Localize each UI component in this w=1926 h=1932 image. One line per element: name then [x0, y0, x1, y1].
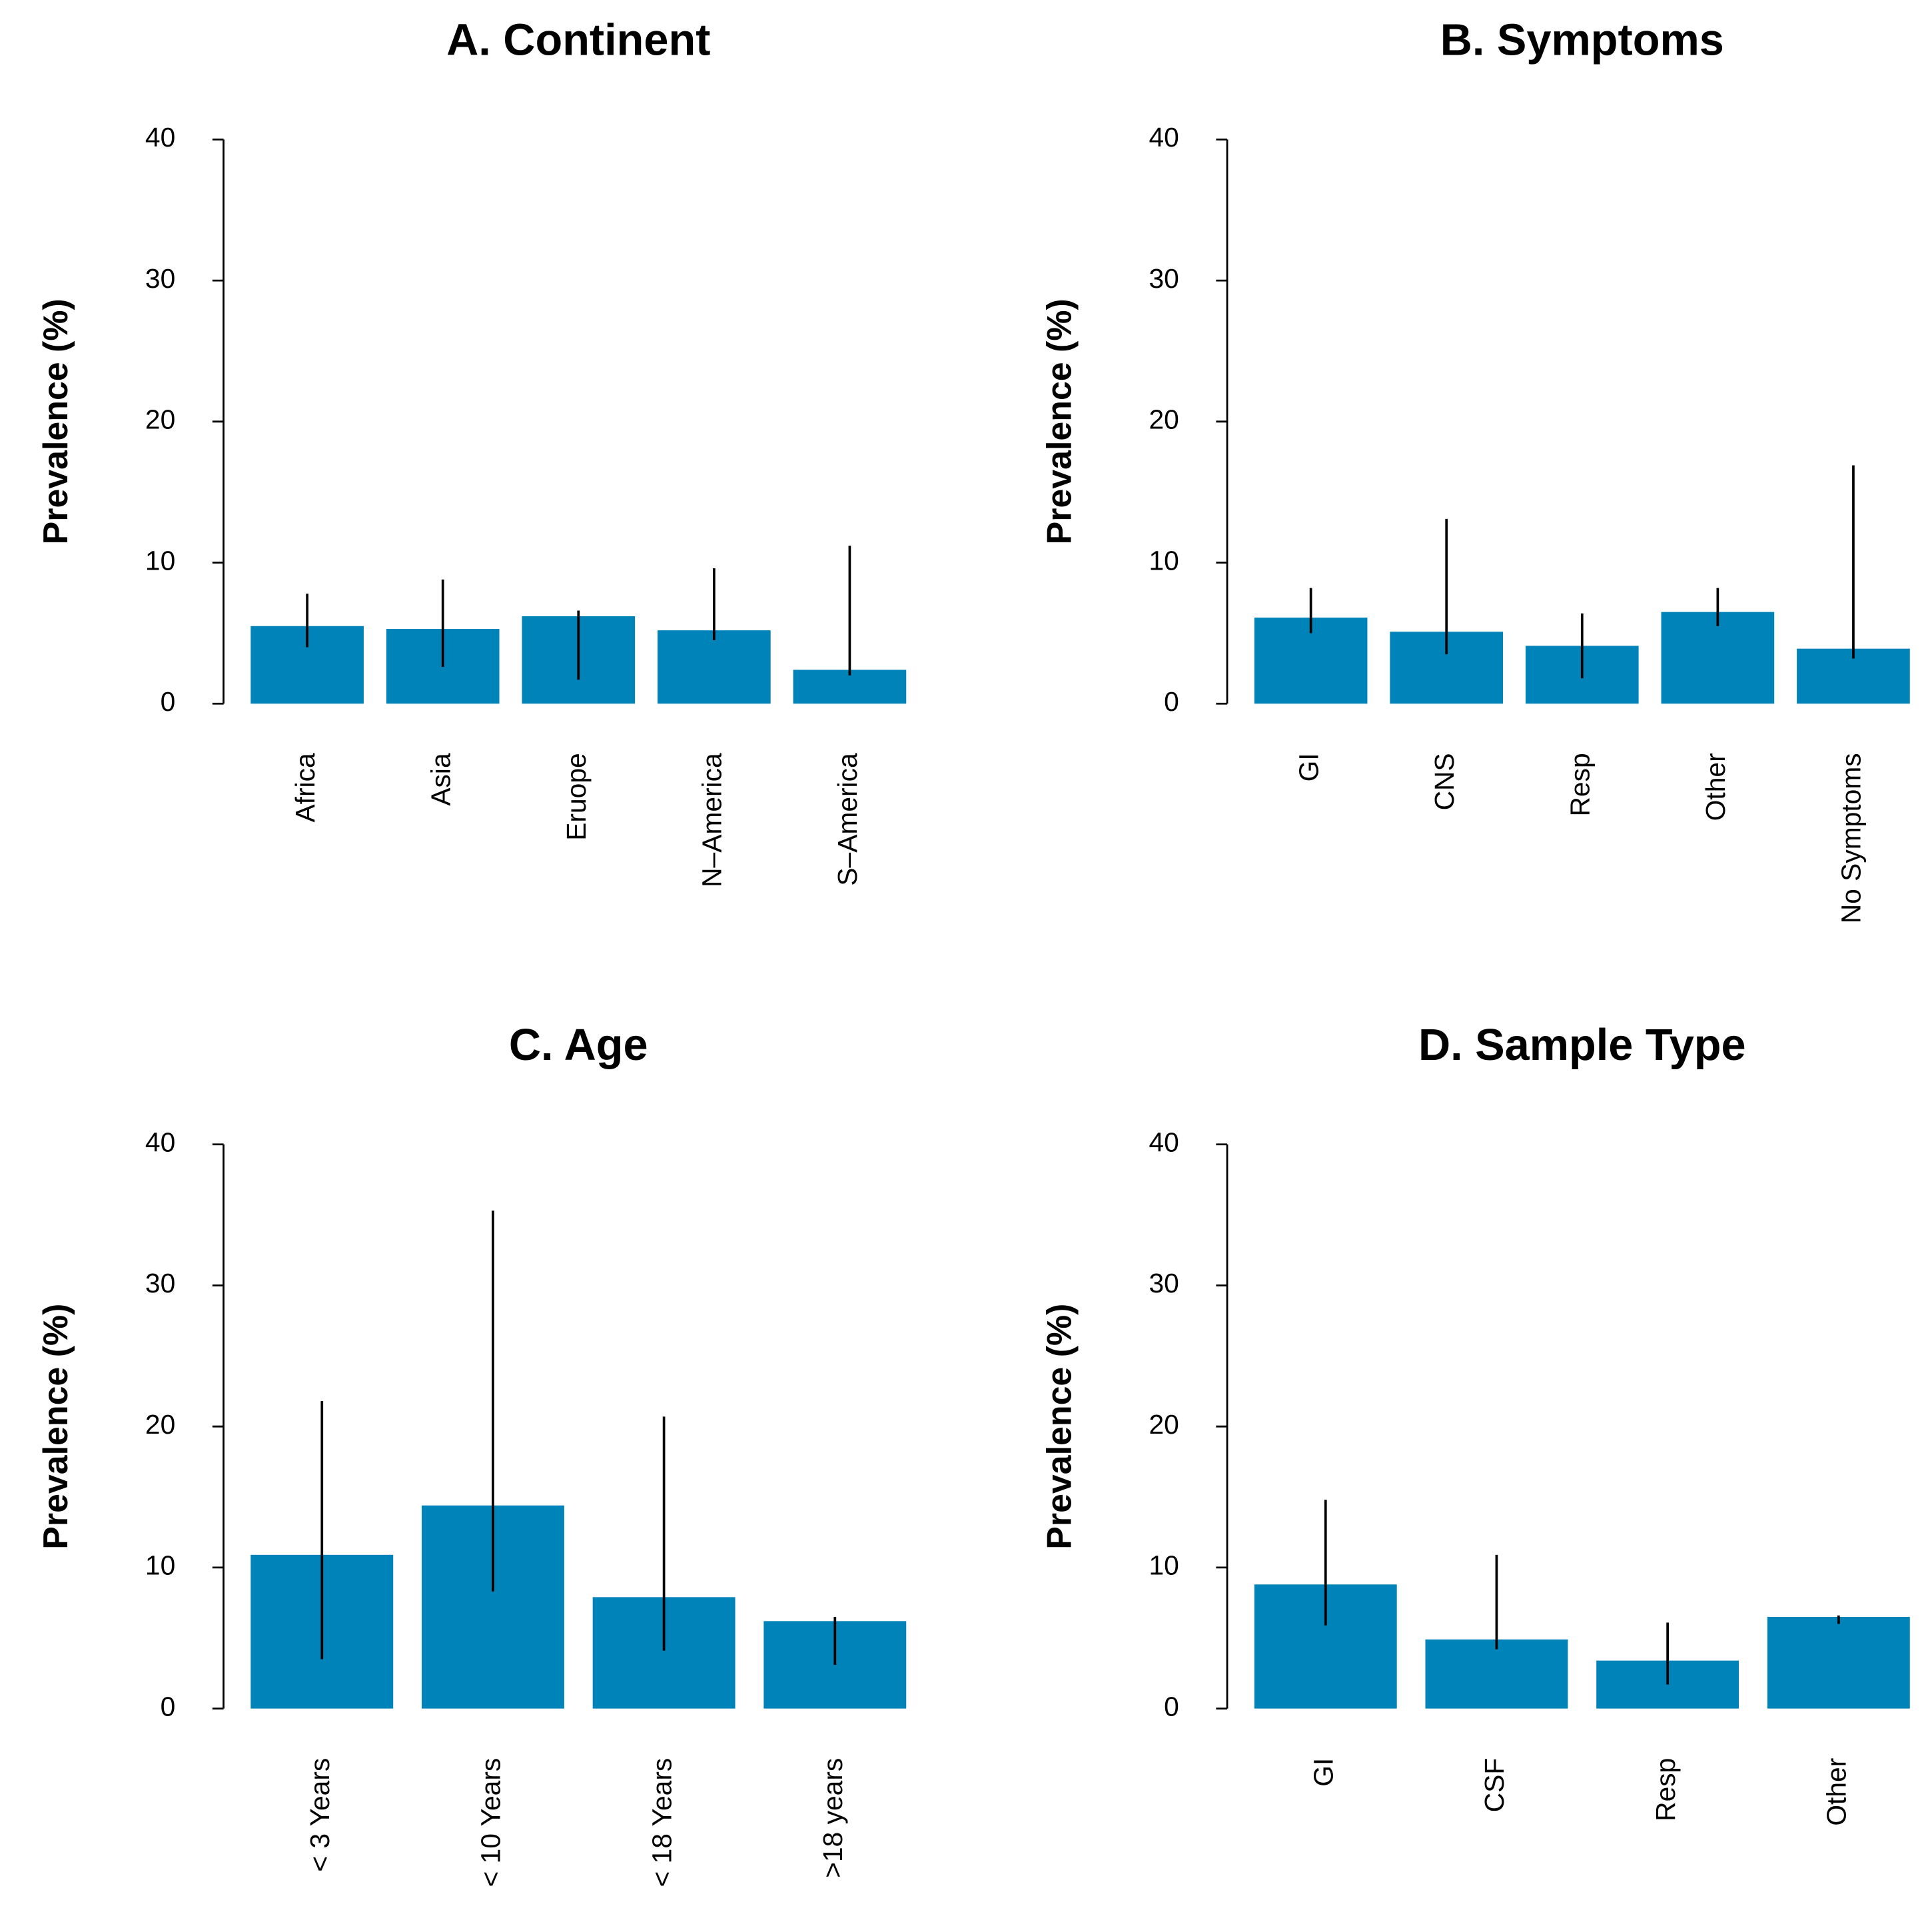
y-tick-label: 20: [145, 404, 175, 435]
x-tick-label: Eruope: [561, 753, 592, 840]
x-tick-label: Other: [1821, 1758, 1852, 1826]
y-tick-label: 40: [145, 122, 175, 153]
panel-title: C. Age: [509, 1021, 648, 1070]
y-tick-label: 10: [145, 1550, 175, 1581]
x-tick-label: >18 years: [817, 1758, 848, 1878]
x-tick-label: GI: [1293, 753, 1324, 781]
y-axis-label: Prevalence (%): [36, 298, 75, 544]
panel: C. Age Prevalence (%) 0 10 20 30 40 < 3 Years < …: [36, 1021, 907, 1887]
x-tick-label: < 18 Years: [646, 1758, 677, 1887]
y-tick-label: 20: [1149, 404, 1179, 435]
y-tick-label: 10: [1149, 1550, 1179, 1581]
bar: [1767, 1616, 1910, 1709]
y-axis-label: Prevalence (%): [1039, 1304, 1078, 1550]
y-axis-label: Prevalence (%): [36, 1304, 75, 1550]
y-axis-label: Prevalence (%): [1039, 298, 1078, 544]
x-tick-label: Asia: [425, 753, 456, 806]
x-tick-label: Resp: [1650, 1758, 1681, 1821]
y-tick-label: 30: [145, 1268, 175, 1298]
y-tick-label: 20: [1149, 1409, 1179, 1440]
y-tick-label: 0: [161, 686, 176, 717]
y-tick-label: 40: [1149, 122, 1179, 153]
y-tick-label: 20: [145, 1409, 175, 1440]
x-tick-label: Africa: [290, 753, 320, 823]
x-tick-label: Other: [1700, 753, 1731, 821]
y-tick-label: 30: [1149, 1268, 1179, 1298]
panel: A. Continent Prevalence (%) 0 10 20 30 40 Afric…: [36, 15, 907, 887]
panel-title: A. Continent: [446, 15, 710, 65]
panel-title: D. Sample Type: [1418, 1021, 1746, 1070]
y-tick-label: 10: [145, 545, 175, 576]
x-tick-label: < 3 Years: [304, 1758, 335, 1872]
panel: B. Symptoms Prevalence (%) 0 10 20 30 40 GI CNS R…: [1039, 15, 1910, 923]
x-tick-label: S–America: [832, 753, 863, 886]
y-tick-label: 30: [1149, 263, 1179, 294]
y-tick-label: 40: [145, 1127, 175, 1158]
panel: D. Sample Type Prevalence (%) 0 10 20 30 40 GI C…: [1039, 1021, 1910, 1826]
y-tick-label: 0: [1164, 1691, 1179, 1721]
x-tick-label: Resp: [1565, 753, 1596, 816]
panel-title: B. Symptoms: [1440, 15, 1724, 65]
x-tick-label: < 10 Years: [476, 1758, 506, 1887]
x-tick-label: No Symptoms: [1836, 753, 1867, 923]
y-tick-label: 0: [1164, 686, 1179, 717]
y-tick-label: 40: [1149, 1127, 1179, 1158]
y-tick-label: 0: [161, 1691, 176, 1721]
y-tick-label: 10: [1149, 545, 1179, 576]
x-tick-label: N–America: [697, 753, 727, 887]
x-tick-label: GI: [1308, 1758, 1339, 1787]
y-tick-label: 30: [145, 263, 175, 294]
bar: [1425, 1639, 1568, 1709]
bar: [1661, 612, 1775, 704]
bar: [658, 630, 771, 704]
x-tick-label: CNS: [1429, 753, 1460, 810]
x-tick-label: CSF: [1479, 1758, 1510, 1813]
